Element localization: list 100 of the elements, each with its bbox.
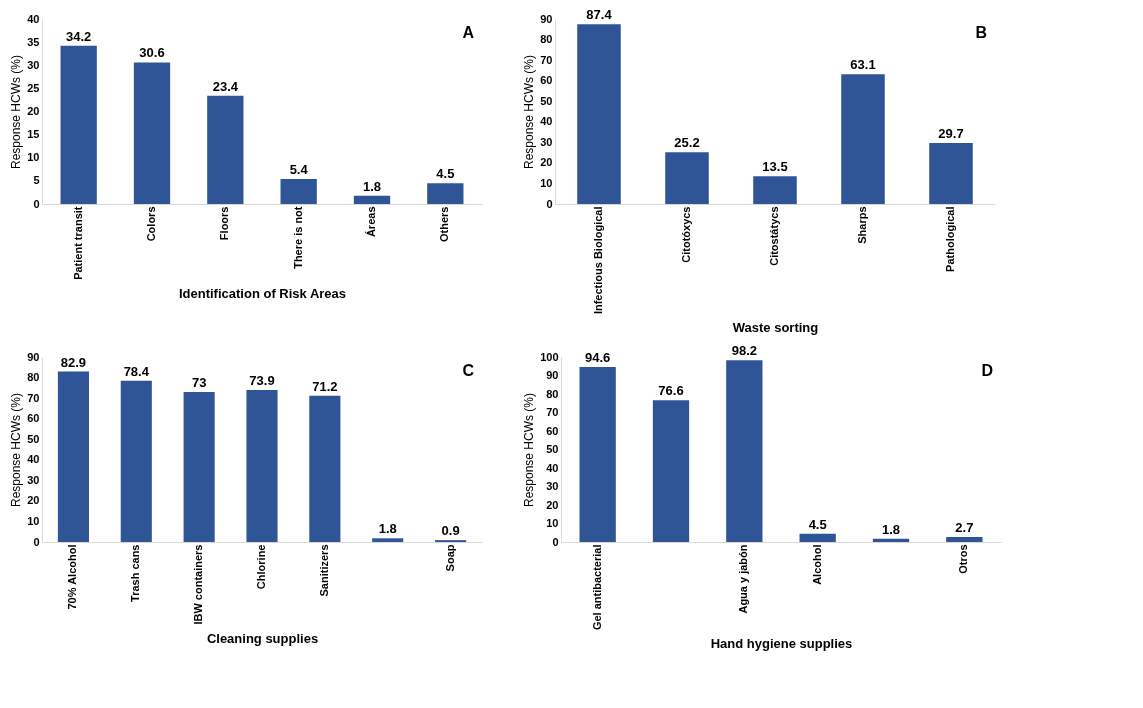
x-tick-label: IBW containers <box>192 544 205 625</box>
x-tick-label: Floors <box>218 206 231 241</box>
x-tick-label: Patient transit <box>71 206 84 280</box>
x-tick-label: Soap <box>443 544 456 572</box>
bar <box>652 400 690 542</box>
y-tick-label: 50 <box>27 432 40 445</box>
data-label: 0.9 <box>441 523 460 539</box>
y-tick-label: 10 <box>27 151 40 164</box>
bar <box>929 142 973 204</box>
bar <box>726 360 763 542</box>
y-tick-label: 20 <box>27 494 40 507</box>
annotation: A <box>462 24 475 41</box>
data-label: 23.4 <box>212 78 239 94</box>
data-label: 76.6 <box>658 383 684 399</box>
x-tick-label: Others <box>438 206 451 242</box>
y-tick-label: 30 <box>540 135 553 148</box>
bar <box>207 95 244 204</box>
y-tick-label: 90 <box>546 369 559 381</box>
bar <box>120 380 152 542</box>
x-tick-label: Alcohol <box>810 544 823 585</box>
x-tick-label: Agua y jabón <box>737 544 750 614</box>
y-tick-label: 80 <box>27 371 40 384</box>
y-axis-title: Response HCWs (%) <box>9 392 24 508</box>
data-label: 2.7 <box>955 520 974 536</box>
bar <box>753 176 797 204</box>
data-label: 73 <box>191 374 207 390</box>
x-tick-label: Otros <box>957 544 970 574</box>
x-tick-label: Infectious Biological <box>592 206 604 315</box>
x-tick-label: Colors <box>145 206 157 242</box>
x-axis-title: Hand hygiene supplies <box>710 636 853 652</box>
x-tick-label: 70% Alcohol <box>66 544 79 610</box>
y-tick-label: 0 <box>33 197 40 210</box>
data-label: 4.5 <box>808 516 827 532</box>
y-tick-label: 15 <box>27 128 40 141</box>
bar <box>309 395 341 542</box>
x-tick-label: Áreas <box>365 206 377 238</box>
y-tick-label: 5 <box>33 174 40 187</box>
x-axis-title: Waste sorting <box>732 320 819 336</box>
y-tick-label: 70 <box>27 391 40 404</box>
x-tick-label: There is not <box>291 206 304 269</box>
y-tick-label: 40 <box>546 461 559 474</box>
y-tick-label: 60 <box>27 412 40 425</box>
data-label: 30.6 <box>139 45 165 61</box>
data-label: 1.8 <box>881 521 901 537</box>
x-axis-title: Identification of Risk Areas <box>178 285 347 301</box>
x-tick-label: Trash cans <box>129 544 142 602</box>
x-tick-label: Gel antibacterial <box>590 544 603 631</box>
bar <box>280 179 317 204</box>
x-tick-label: Pathological <box>944 206 956 272</box>
bar <box>799 533 836 542</box>
y-tick-label: 0 <box>33 535 40 548</box>
data-label: 87.4 <box>586 7 613 23</box>
bar <box>579 366 616 542</box>
data-label: 63.1 <box>850 57 876 73</box>
data-label: 82.9 <box>60 354 87 370</box>
y-tick-label: 0 <box>552 535 559 548</box>
data-label: 29.7 <box>938 125 964 141</box>
x-tick-label: Chlorine <box>255 544 267 590</box>
y-tick-label: 90 <box>27 350 40 363</box>
data-label: 98.2 <box>731 343 757 359</box>
y-tick-label: 90 <box>540 12 553 25</box>
y-tick-label: 35 <box>27 35 40 48</box>
bar <box>246 390 278 542</box>
y-tick-label: 80 <box>540 33 553 46</box>
y-tick-label: 10 <box>546 517 559 529</box>
data-label: 94.6 <box>585 349 611 365</box>
data-label: 25.2 <box>674 135 700 151</box>
x-tick-label: Citotóxycs <box>680 206 692 263</box>
x-tick-label: Sharps <box>856 206 868 244</box>
y-tick-label: 20 <box>540 156 553 169</box>
bar <box>133 62 171 204</box>
annotation: B <box>975 24 987 41</box>
y-tick-label: 0 <box>546 197 553 210</box>
y-tick-label: 70 <box>540 53 553 66</box>
y-tick-label: 60 <box>546 424 559 437</box>
y-tick-label: 40 <box>27 12 40 25</box>
y-tick-label: 30 <box>27 473 40 486</box>
y-axis-title: Response HCWs (%) <box>522 54 537 170</box>
data-label: 73.9 <box>249 373 275 389</box>
data-label: 5.4 <box>289 162 309 178</box>
y-tick-label: 30 <box>546 480 559 492</box>
y-tick-label: 20 <box>27 105 40 117</box>
y-tick-label: 40 <box>27 453 40 466</box>
bar <box>946 537 983 542</box>
bar <box>372 538 404 542</box>
annotation: D <box>981 362 993 379</box>
y-tick-label: 40 <box>540 115 553 128</box>
y-tick-label: 20 <box>546 498 559 511</box>
bar <box>57 371 89 542</box>
bar <box>60 45 97 204</box>
bar <box>577 24 621 204</box>
y-tick-label: 10 <box>27 514 40 527</box>
data-label: 78.4 <box>123 363 150 379</box>
y-tick-label: 50 <box>546 443 559 455</box>
data-label: 71.2 <box>312 378 338 394</box>
y-tick-label: 100 <box>540 350 559 363</box>
y-tick-label: 80 <box>546 387 559 400</box>
bar <box>427 183 464 204</box>
x-tick-label: Citostátycs <box>768 206 780 266</box>
annotation: C <box>462 362 475 379</box>
